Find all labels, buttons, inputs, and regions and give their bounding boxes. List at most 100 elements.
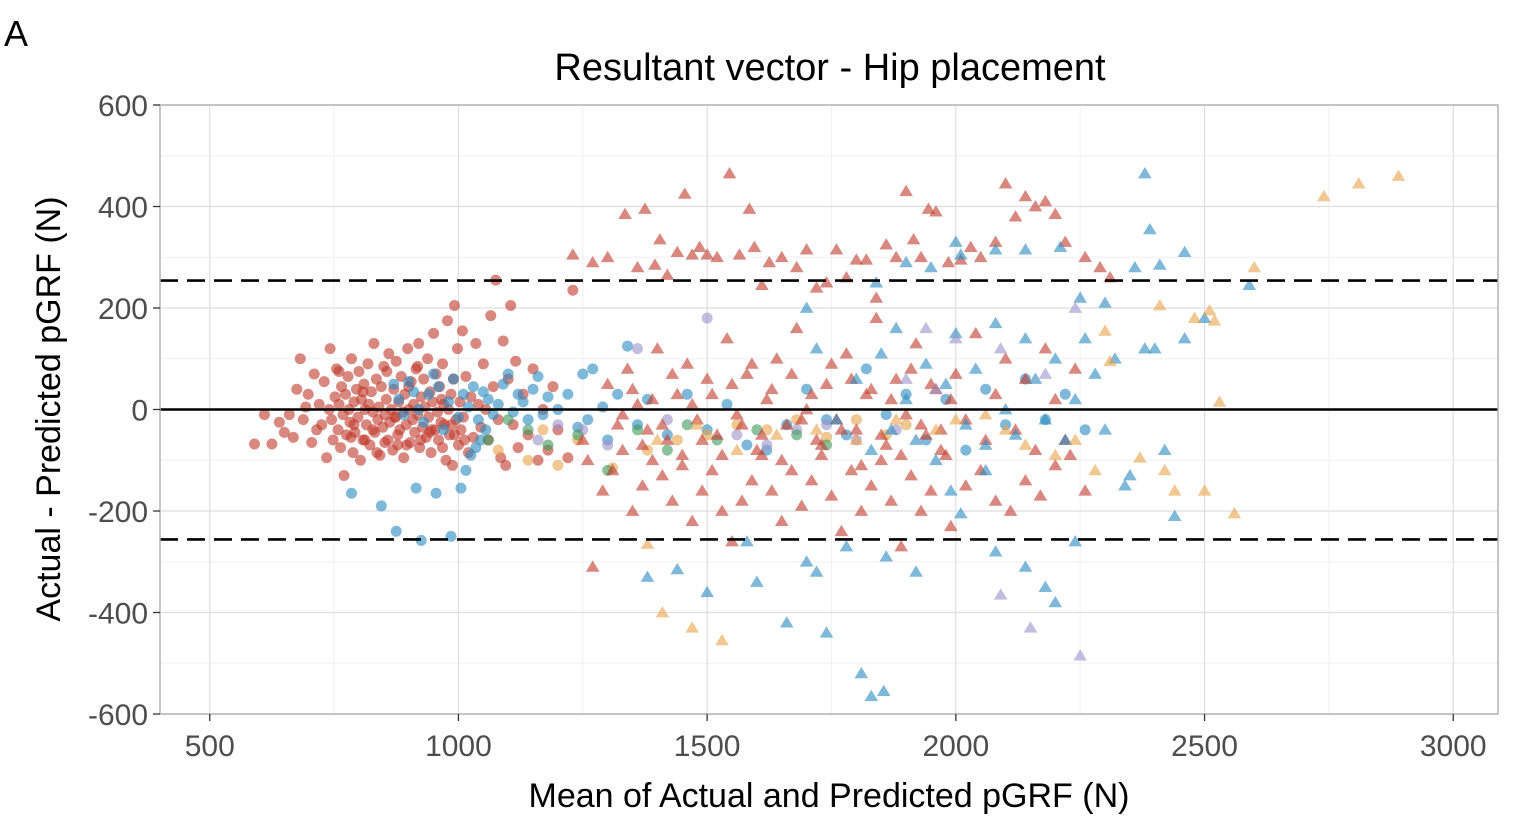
triangle-point-blue (899, 392, 913, 405)
triangle-point-red (968, 326, 983, 339)
triangle-point-orange (1098, 324, 1112, 336)
triangle-point-blue (909, 565, 923, 577)
triangle-point-blue (740, 534, 754, 547)
triangle-point-red (580, 453, 595, 466)
triangle-point-red (620, 362, 635, 374)
triangle-point-blue (1242, 278, 1257, 291)
circle-point-blue (423, 388, 435, 400)
circle-point-blue (612, 388, 624, 400)
triangle-point-red (575, 433, 590, 445)
triangle-point-blue (899, 255, 913, 268)
circle-point-blue (460, 464, 472, 476)
triangle-point-orange (640, 537, 655, 549)
circle-point-blue (415, 534, 427, 546)
triangle-point-red (998, 177, 1013, 189)
y-tick-label: 0 (131, 395, 148, 428)
circle-point-red (324, 343, 336, 355)
triangle-point-red (819, 377, 834, 389)
triangle-point-red (685, 248, 700, 260)
triangle-point-orange (889, 413, 903, 425)
triangle-point-orange (1133, 451, 1147, 463)
triangle-point-red (715, 504, 729, 516)
triangle-point-blue (1118, 479, 1132, 491)
triangle-point-red (655, 468, 670, 481)
triangle-point-red (799, 243, 814, 255)
circle-point-blue (445, 530, 457, 542)
circle-point-green (681, 419, 693, 431)
triangle-point-red (745, 474, 759, 486)
triangle-point-red (774, 250, 789, 263)
triangle-point-red (1078, 250, 1092, 263)
triangle-point-red (944, 392, 958, 405)
triangle-point-blue (809, 342, 824, 354)
triangle-point-red (1063, 448, 1078, 461)
x-axis-label: Mean of Actual and Predicted pGRF (N) (529, 777, 1130, 815)
triangle-point-red (745, 357, 759, 369)
triangle-point-blue (700, 585, 714, 598)
triangle-point-blue (909, 433, 923, 445)
x-tick-label: 2000 (922, 730, 989, 763)
triangle-point-blue (949, 235, 963, 247)
triangle-point-red (1038, 194, 1053, 207)
triangle-point-blue (1098, 423, 1112, 435)
triangle-point-blue (1098, 296, 1112, 308)
circle-point-red (302, 388, 314, 400)
circle-point-red (418, 373, 430, 385)
triangle-point-red (585, 255, 600, 268)
triangle-point-red (566, 248, 580, 260)
triangle-point-blue (849, 372, 864, 384)
circle-point-red (567, 284, 579, 296)
circle-point-green (502, 414, 514, 426)
circle-point-blue (517, 396, 529, 408)
triangle-point-blue (640, 570, 655, 582)
triangle-point-red (814, 438, 829, 450)
circle-point-blue (577, 368, 589, 380)
triangle-point-orange (1167, 484, 1182, 496)
x-axis-ticks: 500 1000 1500 2000 2500 3000 (185, 714, 1487, 763)
circle-point-red (365, 386, 377, 398)
circle-point-red (335, 442, 347, 454)
triangle-point-red (1018, 474, 1033, 486)
triangle-point-red (854, 458, 869, 471)
triangle-point-orange (1391, 169, 1406, 181)
triangle-point-red (784, 463, 799, 476)
triangle-point-red (874, 453, 889, 466)
circle-point-blue (403, 376, 415, 388)
triangle-point-red (879, 238, 894, 250)
triangle-point-red (874, 428, 889, 440)
circle-point-red (456, 325, 468, 337)
circle-point-blue (532, 371, 544, 383)
circle-point-red (291, 383, 303, 395)
circle-point-blue (462, 401, 474, 413)
triangle-point-red (600, 250, 615, 263)
circle-point-red (359, 434, 371, 446)
triangle-point-red (949, 367, 963, 379)
circle-point-red (497, 335, 509, 347)
triangle-point-red (710, 428, 724, 440)
triangle-point-purple (949, 331, 963, 344)
triangle-point-red (909, 337, 923, 349)
circle-point-red (379, 436, 391, 448)
triangle-point-red (692, 240, 707, 252)
circle-point-blue (860, 363, 872, 375)
circle-point-red (266, 438, 278, 450)
triangle-point-red (722, 167, 737, 179)
triangle-point-purple (899, 372, 913, 384)
circle-point-red (487, 381, 499, 393)
circle-point-blue (492, 398, 504, 410)
circle-point-red (437, 442, 449, 454)
circle-point-blue (345, 487, 357, 499)
triangle-point-red (660, 268, 675, 280)
circle-point-red (437, 358, 449, 370)
triangle-point-red (653, 232, 667, 245)
triangle-point-blue (1008, 428, 1023, 440)
circle-point-red (333, 398, 345, 410)
triangle-point-blue (1073, 291, 1088, 303)
triangle-point-red (720, 331, 734, 344)
triangle-point-red (747, 240, 762, 252)
circle-point-green (661, 444, 673, 456)
circle-point-red (313, 398, 325, 410)
circle-point-purple (532, 434, 544, 446)
circle-point-red (401, 439, 413, 451)
circle-point-red (458, 434, 470, 446)
